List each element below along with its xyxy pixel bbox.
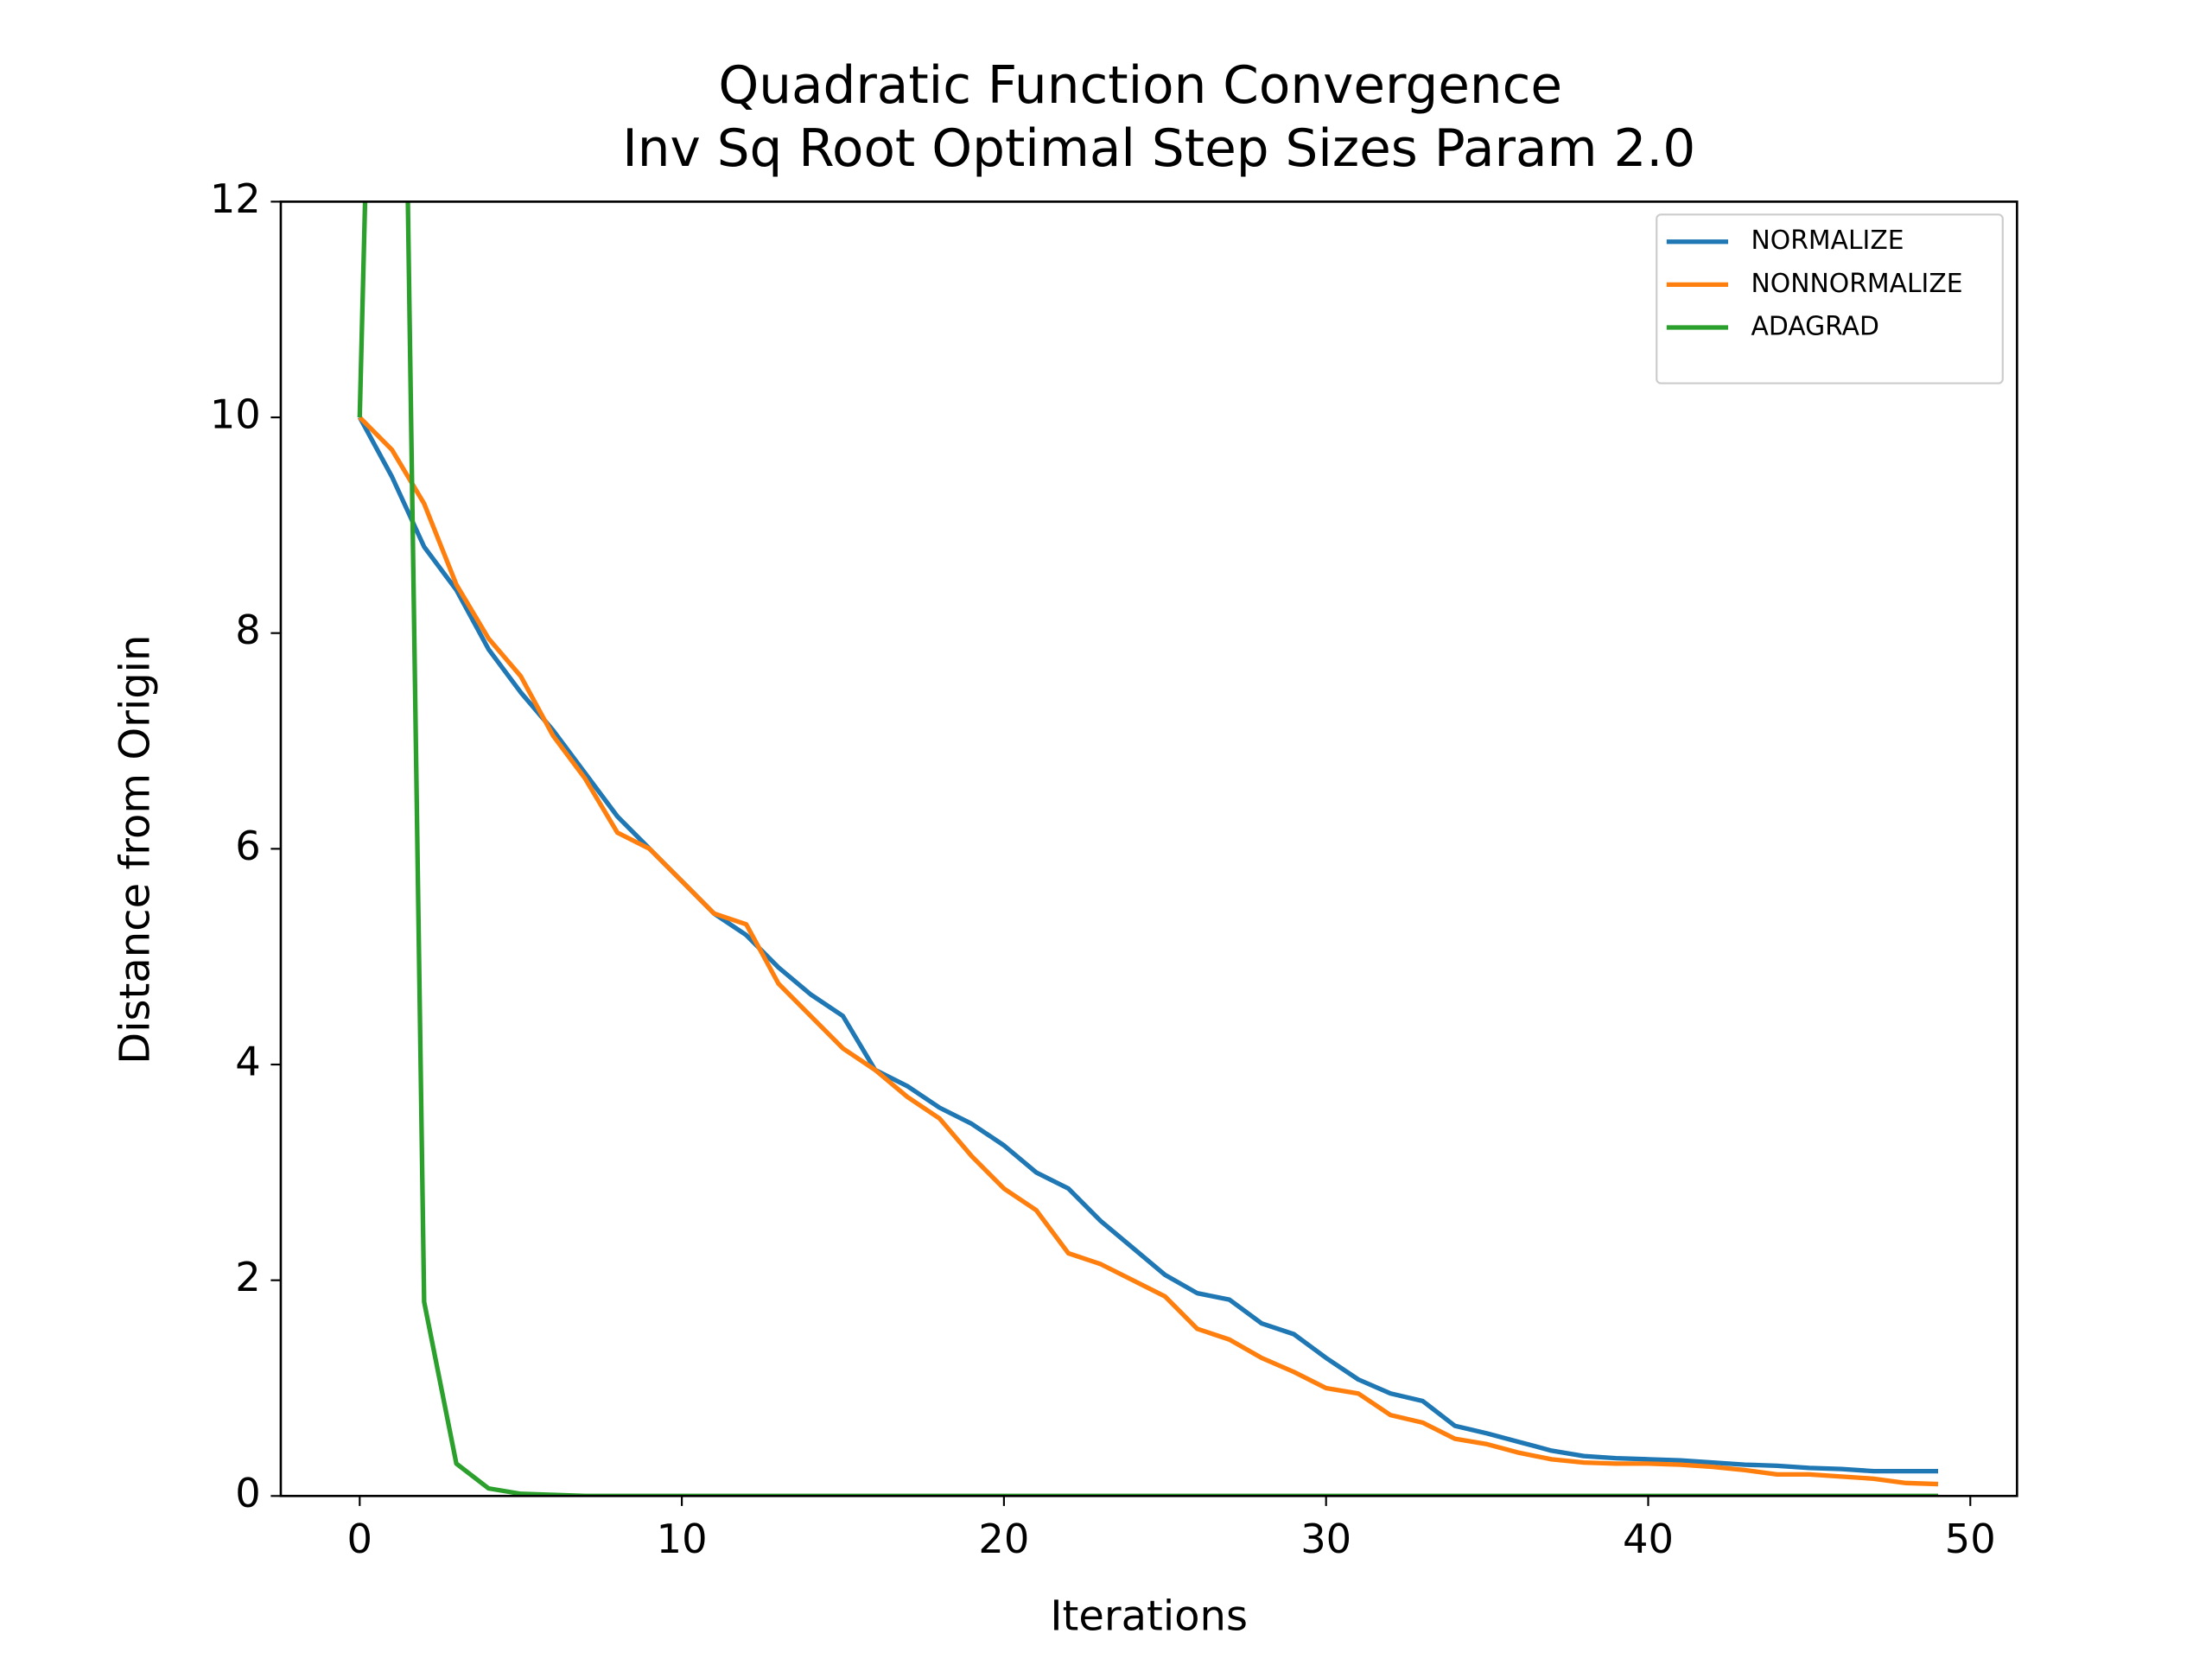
legend-label: ADAGRAD xyxy=(1751,312,1878,342)
chart-subtitle: Inv Sq Root Optimal Step Sizes Param 2.0 xyxy=(622,119,1695,179)
series-line xyxy=(358,416,1939,1487)
x-axis-label: Iterations xyxy=(1050,1592,1248,1641)
x-tick-label: 0 xyxy=(347,1516,372,1562)
legend-box xyxy=(1656,213,2004,385)
x-tick-label: 10 xyxy=(657,1516,708,1562)
y-tick-label: 6 xyxy=(235,823,260,869)
y-axis-label: Distance from Origin xyxy=(111,635,159,1065)
legend-label: NONNORMALIZE xyxy=(1751,269,1962,299)
plot-area xyxy=(357,201,1939,1497)
x-tick-label: 50 xyxy=(1945,1516,1996,1562)
y-tick-label: 12 xyxy=(210,175,261,222)
legend-label: NORMALIZE xyxy=(1751,226,1904,256)
y-tick-label: 0 xyxy=(235,1470,260,1516)
chart-title: Quadratic Function Convergence xyxy=(718,56,1562,116)
y-tick-label: 4 xyxy=(235,1038,260,1084)
plot-frame xyxy=(279,200,2018,1497)
y-tick-label: 8 xyxy=(235,607,260,653)
series-line xyxy=(357,416,1939,1474)
y-tick-label: 2 xyxy=(235,1254,260,1300)
x-tick-label: 20 xyxy=(978,1516,1029,1562)
y-tick-label: 10 xyxy=(210,391,261,438)
x-tick-label: 40 xyxy=(1623,1516,1674,1562)
x-tick-label: 30 xyxy=(1300,1516,1351,1562)
